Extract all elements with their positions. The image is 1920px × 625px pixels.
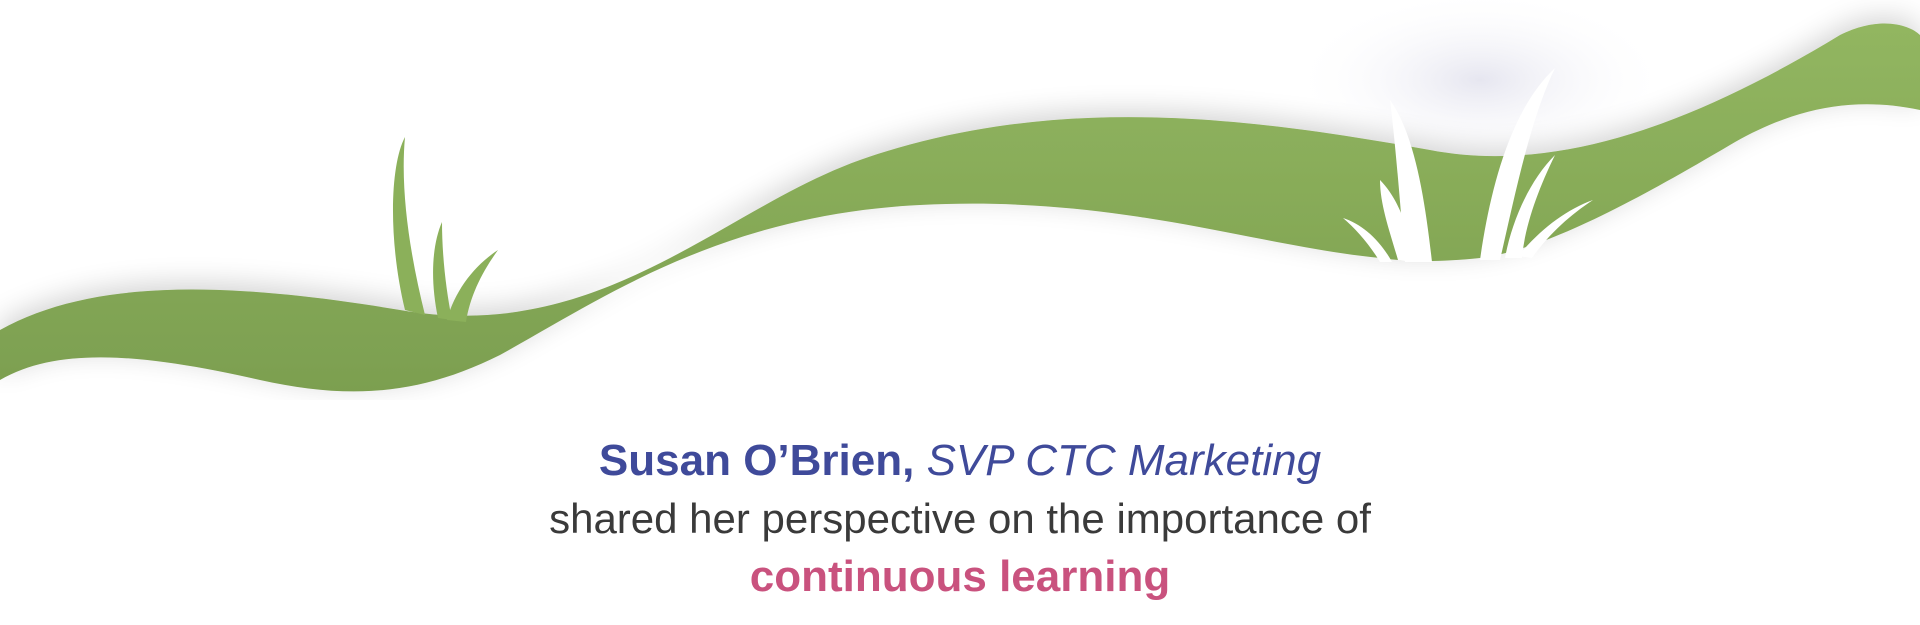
quote-caption: Susan O’Brien, SVP CTC Marketing shared …: [0, 432, 1920, 606]
speaker-line: Susan O’Brien, SVP CTC Marketing: [0, 432, 1920, 490]
speaker-name: Susan O’Brien,: [598, 436, 915, 485]
statement-text: shared her perspective on the importance…: [549, 495, 1371, 542]
grass-tuft-icon: [392, 137, 498, 322]
grass-wave-illustration: [0, 0, 1920, 392]
grass-ribbon: [0, 23, 1920, 392]
highlight-text: continuous learning: [749, 552, 1171, 601]
white-grass-tuft-icon: [1343, 68, 1593, 262]
speaker-role: SVP CTC Marketing: [926, 436, 1322, 485]
background-glow: [1290, 0, 1670, 170]
